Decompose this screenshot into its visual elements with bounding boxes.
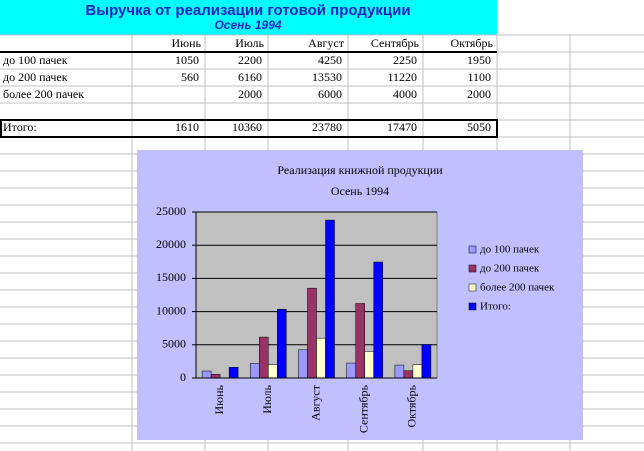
x-tick-label: Август [308, 384, 322, 421]
y-tick-label: 25000 [156, 204, 186, 218]
x-tick-label: Июнь [212, 384, 226, 414]
x-tick-label: Сентябрь [356, 384, 370, 433]
bar [228, 367, 239, 379]
cell-value: 6160 [238, 70, 262, 84]
bar [210, 374, 221, 379]
bar [316, 337, 326, 379]
cell-value: 1610 [175, 120, 199, 134]
chart-subtitle: Осень 1994 [331, 184, 389, 198]
total-border [0, 119, 498, 138]
cell-value: 1950 [467, 53, 491, 67]
bar [268, 364, 278, 379]
cell-value: 2250 [393, 53, 417, 67]
bar [373, 261, 383, 379]
row-label: Итого: [3, 120, 37, 134]
legend-swatch [468, 283, 477, 292]
cell-value: 6000 [318, 87, 342, 101]
cell-value: 17470 [387, 120, 417, 134]
x-tick-label: Октябрь [405, 384, 419, 427]
sheet-title: Выручка от реализации готовой продукции [85, 2, 410, 19]
bar [394, 364, 405, 379]
bar [412, 364, 423, 379]
chart-title: Реализация книжной продукции [277, 163, 443, 177]
legend-swatch [468, 245, 477, 254]
legend-label: Итого: [480, 301, 511, 313]
row-label: до 100 пачек [3, 53, 68, 67]
y-tick-label: 5000 [162, 337, 186, 351]
cell-value: 10360 [232, 120, 262, 134]
y-tick-label: 20000 [156, 237, 186, 251]
column-header: Октябрь [450, 36, 493, 50]
y-tick-label: 15000 [156, 270, 186, 284]
legend-label: до 100 пачек [480, 244, 540, 256]
cell-value: 5050 [467, 120, 491, 134]
y-tick-label: 0 [180, 370, 186, 384]
column-header: Сентябрь [371, 36, 420, 50]
cell-value: 4250 [318, 53, 342, 67]
legend-swatch [468, 264, 477, 273]
column-header: Июль [235, 36, 264, 50]
bar [403, 370, 414, 379]
cell-value: 1050 [175, 53, 199, 67]
cell-value: 1100 [467, 70, 491, 84]
bar [277, 308, 287, 379]
bar [259, 336, 269, 379]
cell-value: 560 [181, 70, 199, 84]
cell-value: 13530 [312, 70, 342, 84]
cell-value: 2000 [467, 87, 491, 101]
sheet-subtitle: Осень 1994 [214, 18, 281, 32]
legend-label: более 200 пачек [480, 282, 555, 294]
legend-swatch [468, 302, 477, 311]
title-band [0, 0, 497, 35]
cell-value: 11220 [387, 70, 417, 84]
cell-value: 2200 [238, 53, 262, 67]
bar [355, 303, 365, 379]
cell-value: 23780 [312, 120, 342, 134]
bar [201, 370, 212, 379]
cell-value: 4000 [393, 87, 417, 101]
bar [346, 362, 356, 379]
column-header: Июнь [171, 36, 201, 50]
row-label: до 200 пачек [3, 70, 68, 84]
bar [421, 344, 432, 379]
legend-label: до 200 пачек [480, 263, 540, 275]
bar [298, 349, 308, 379]
cell-value: 2000 [238, 87, 262, 101]
x-tick-label: Июль [260, 384, 274, 413]
y-tick-label: 10000 [156, 303, 186, 317]
bar [307, 287, 317, 379]
bar [364, 351, 374, 379]
row-label: более 200 пачек [3, 87, 84, 101]
bar [250, 363, 260, 379]
bar [325, 219, 335, 379]
column-header: Август [308, 36, 345, 50]
